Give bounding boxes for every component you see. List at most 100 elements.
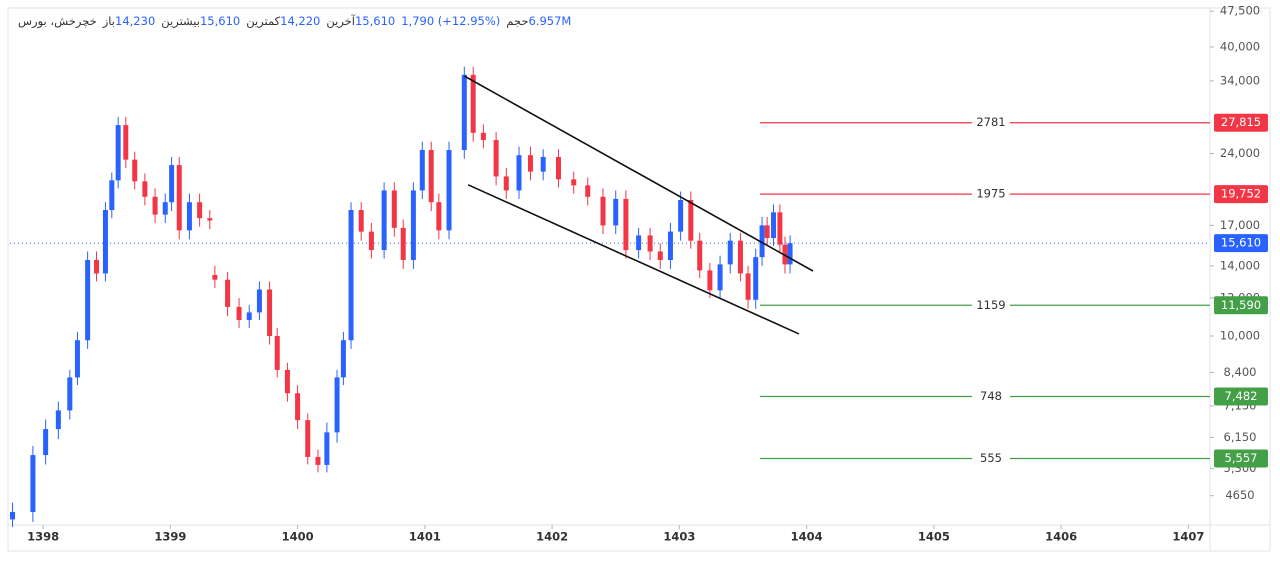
candle-body <box>480 132 486 141</box>
price-tag <box>1214 387 1268 406</box>
y-tick-label: 40,000 <box>1220 39 1260 53</box>
level-note-bg <box>972 450 1010 467</box>
candle-body <box>162 202 168 215</box>
x-tick-label: 1398 <box>27 530 59 544</box>
trendline <box>467 184 800 335</box>
x-tick-label: 1401 <box>409 530 441 544</box>
header-value: 14,230 <box>115 14 156 28</box>
price-tag-label: 19,752 <box>1221 187 1261 201</box>
x-tick-label: 1405 <box>918 530 950 544</box>
price-tag <box>1214 449 1268 468</box>
x-tick-label: 1402 <box>536 530 568 544</box>
candle-body <box>647 235 653 252</box>
candle-body <box>623 198 629 251</box>
price-tag-label: 27,815 <box>1221 115 1261 129</box>
candle-body <box>305 420 311 457</box>
level-note: 555 <box>980 451 1002 465</box>
candle-body <box>267 289 273 337</box>
candle-body <box>381 190 387 251</box>
header-value: 6.957M <box>528 14 572 28</box>
candle-body <box>43 429 49 456</box>
candle-body <box>94 259 100 274</box>
y-tick-label: 17,000 <box>1220 218 1260 232</box>
candle-body <box>436 202 442 231</box>
price-tag <box>1214 185 1268 204</box>
candle-body <box>132 159 138 182</box>
level-note: 1159 <box>976 298 1005 312</box>
candle-body <box>74 340 80 378</box>
x-tick-label: 1406 <box>1045 530 1077 544</box>
x-tick-label: 1399 <box>154 530 186 544</box>
candle-body <box>657 251 663 260</box>
level-note-bg <box>972 114 1010 131</box>
candle-body <box>123 125 129 160</box>
header-value: 15,610 <box>199 14 241 28</box>
level-note: 748 <box>980 389 1002 403</box>
y-tick-label: 47,500 <box>1220 4 1260 18</box>
candle-body <box>503 176 509 191</box>
candle-body <box>186 202 192 231</box>
candle-body <box>585 185 591 197</box>
candle-body <box>717 264 723 291</box>
candle-body <box>771 212 777 239</box>
candle-body <box>246 312 252 320</box>
candle-body <box>115 125 121 181</box>
header-label: کمترین <box>246 14 281 28</box>
candle-body <box>688 200 694 241</box>
candle-body <box>274 336 280 370</box>
candle-body <box>745 273 751 300</box>
candle-body <box>152 196 158 215</box>
candle-body <box>571 179 577 186</box>
candle-body <box>368 231 374 251</box>
header-label: حجم <box>506 14 529 28</box>
header-item: حجم6.957M <box>506 14 571 28</box>
header-label: باز <box>102 14 116 28</box>
level-note-bg <box>972 186 1010 203</box>
candle-body <box>470 74 476 133</box>
level-note: 1975 <box>976 187 1005 201</box>
header-item: باز14,230 <box>103 14 156 28</box>
price-tag-label: 11,590 <box>1221 298 1261 312</box>
y-tick-label: 24,000 <box>1220 146 1260 160</box>
candle-body <box>753 257 759 300</box>
candle-body <box>207 218 213 221</box>
candle-body <box>516 155 522 191</box>
candle-body <box>410 190 416 260</box>
candle-body <box>67 377 73 411</box>
header-item: آخرین15,610 <box>326 14 395 28</box>
candle-body <box>109 180 115 211</box>
candle-body <box>102 210 108 274</box>
candle-body <box>55 410 61 430</box>
candle-body <box>236 306 242 320</box>
candle-body <box>727 240 733 265</box>
candle-body <box>777 212 783 245</box>
candle-body <box>707 270 713 291</box>
candle-body <box>176 165 182 231</box>
x-tick-label: 1403 <box>663 530 695 544</box>
candle-body <box>446 150 452 231</box>
x-tick-label: 1407 <box>1172 530 1204 544</box>
candle-body <box>169 165 175 203</box>
candle-body <box>284 369 290 394</box>
header-item: بیشترین15,610 <box>161 14 240 28</box>
candle-body <box>212 274 218 280</box>
candle-body <box>334 377 340 433</box>
candle-body <box>419 150 425 191</box>
trendline <box>463 75 814 272</box>
header-item: 1,790 (+12.95%) <box>401 14 500 28</box>
candle-body <box>10 511 16 520</box>
header-item: کمترین14,220 <box>246 14 320 28</box>
candle-body <box>428 150 434 203</box>
candle-body <box>697 240 703 271</box>
candle-body <box>358 210 364 232</box>
y-tick-label: 34,000 <box>1220 73 1260 87</box>
candle-body <box>764 225 770 239</box>
candle-body <box>391 190 397 228</box>
candle-body <box>527 155 533 172</box>
candle-body <box>555 156 561 180</box>
candle-body <box>600 196 606 226</box>
candle-body <box>759 225 765 258</box>
header-value: 1,790 (+12.95%) <box>401 14 501 28</box>
header-label: بیشترین <box>161 14 200 28</box>
